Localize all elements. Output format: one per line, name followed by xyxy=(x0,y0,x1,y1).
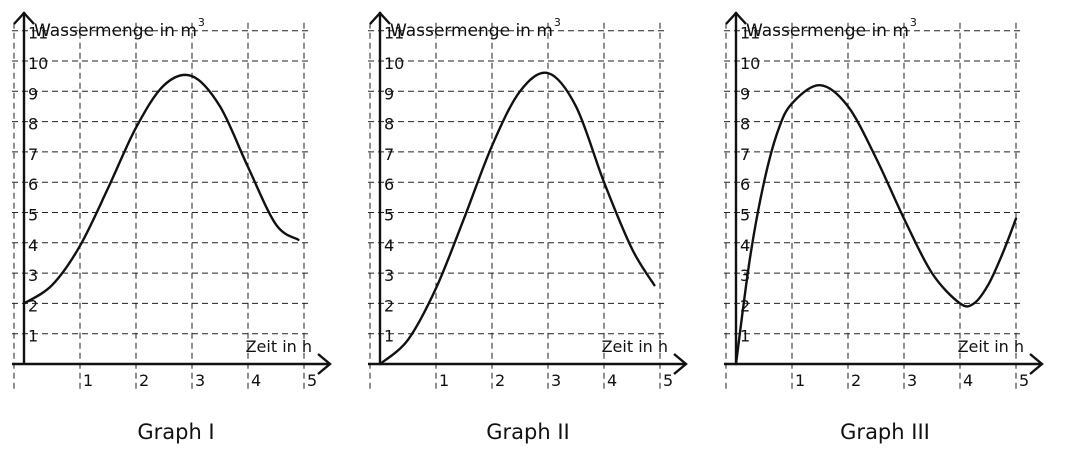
grid xyxy=(724,22,1020,392)
grid xyxy=(12,22,308,392)
x-tick-label: 2 xyxy=(851,371,861,390)
x-tick-label: 2 xyxy=(139,371,149,390)
y-tick-label: 10 xyxy=(740,54,760,73)
graph-panel-3: 1 2 3 4 5 6 7 8 9 10 11 1 2 3 4 5 Wassermenge in m 3 Zeit … xyxy=(712,0,1064,463)
y-tick-label: 6 xyxy=(740,175,750,194)
graph-i-caption: Graph I xyxy=(137,420,215,444)
x-tick-label: 5 xyxy=(663,371,673,390)
y-tick-label: 11 xyxy=(384,24,404,43)
graph-panel-1: 1 2 3 4 5 6 7 8 9 10 11 1 2 3 4 5 Wassermenge in m 3 Zeit … xyxy=(0,0,352,463)
x-tick-label: 3 xyxy=(551,371,561,390)
y-tick-label: 3 xyxy=(740,266,750,285)
x-tick-label: 3 xyxy=(907,371,917,390)
y-tick-label: 4 xyxy=(740,236,750,255)
y-tick-label: 6 xyxy=(384,175,394,194)
x-tick-label: 4 xyxy=(607,371,617,390)
x-axis-arrow xyxy=(1029,353,1044,375)
y-tick-label: 10 xyxy=(384,54,404,73)
data-curve xyxy=(22,73,300,305)
y-tick-label: 8 xyxy=(384,115,394,134)
x-axis-label: Zeit in h xyxy=(246,337,312,356)
y-tick-label: 3 xyxy=(384,266,394,285)
y-tick-label: 8 xyxy=(28,115,38,134)
y-tick-label: 2 xyxy=(740,296,750,315)
x-axis-arrow xyxy=(673,353,688,375)
x-axis-label: Zeit in h xyxy=(958,337,1024,356)
y-tick-label: 5 xyxy=(28,206,38,225)
x-tick-label: 1 xyxy=(83,371,93,390)
x-tick-label: 5 xyxy=(1019,371,1029,390)
x-axis-arrow xyxy=(317,353,332,375)
y-axis-label-superscript: 3 xyxy=(910,16,917,29)
y-tick-label: 4 xyxy=(384,236,394,255)
data-curve xyxy=(378,71,656,366)
x-tick-label: 4 xyxy=(963,371,973,390)
x-axis-label: Zeit in h xyxy=(602,337,668,356)
y-axis-label-superscript: 3 xyxy=(198,16,205,29)
x-tick-label: 1 xyxy=(795,371,805,390)
y-axis-arrow xyxy=(13,11,35,25)
y-axis-label: Wassermenge in m xyxy=(390,21,553,41)
x-tick-label: 1 xyxy=(439,371,449,390)
x-tick-label: 4 xyxy=(251,371,261,390)
grid xyxy=(368,22,664,392)
y-axis-label: Wassermenge in m xyxy=(34,21,197,41)
x-tick-label: 5 xyxy=(307,371,317,390)
graph-ii-caption: Graph II xyxy=(486,420,570,444)
axes xyxy=(368,11,688,375)
y-axis-arrow xyxy=(369,11,391,25)
y-tick-label: 7 xyxy=(28,145,38,164)
y-tick-label: 5 xyxy=(384,206,394,225)
y-tick-label: 11 xyxy=(740,24,760,43)
y-tick-label: 3 xyxy=(28,266,38,285)
graph-panel-2: 1 2 3 4 5 6 7 8 9 10 11 1 2 3 4 5 Wassermenge in m 3 Zeit … xyxy=(356,0,708,463)
y-tick-label: 9 xyxy=(384,84,394,103)
axes xyxy=(12,11,332,375)
x-tick-label: 2 xyxy=(495,371,505,390)
y-tick-label: 11 xyxy=(28,24,48,43)
y-tick-label: 4 xyxy=(28,236,38,255)
y-tick-label: 9 xyxy=(28,84,38,103)
y-tick-label: 9 xyxy=(740,84,750,103)
x-tick-label: 3 xyxy=(195,371,205,390)
y-tick-label: 6 xyxy=(28,175,38,194)
y-tick-label: 7 xyxy=(740,145,750,164)
y-axis-label-superscript: 3 xyxy=(554,16,561,29)
y-tick-label: 1 xyxy=(28,327,38,346)
y-axis-label: Wassermenge in m xyxy=(746,21,909,41)
y-tick-label: 1 xyxy=(740,327,750,346)
y-axis-arrow xyxy=(725,11,747,25)
axes xyxy=(724,11,1044,375)
y-tick-label: 2 xyxy=(28,296,38,315)
graph-iii-caption: Graph III xyxy=(840,420,930,444)
y-tick-label: 8 xyxy=(740,115,750,134)
y-tick-label: 2 xyxy=(384,296,394,315)
y-tick-label: 1 xyxy=(384,327,394,346)
y-tick-label: 7 xyxy=(384,145,394,164)
data-curve xyxy=(734,84,1018,366)
y-tick-label: 5 xyxy=(740,206,750,225)
y-tick-label: 10 xyxy=(28,54,48,73)
